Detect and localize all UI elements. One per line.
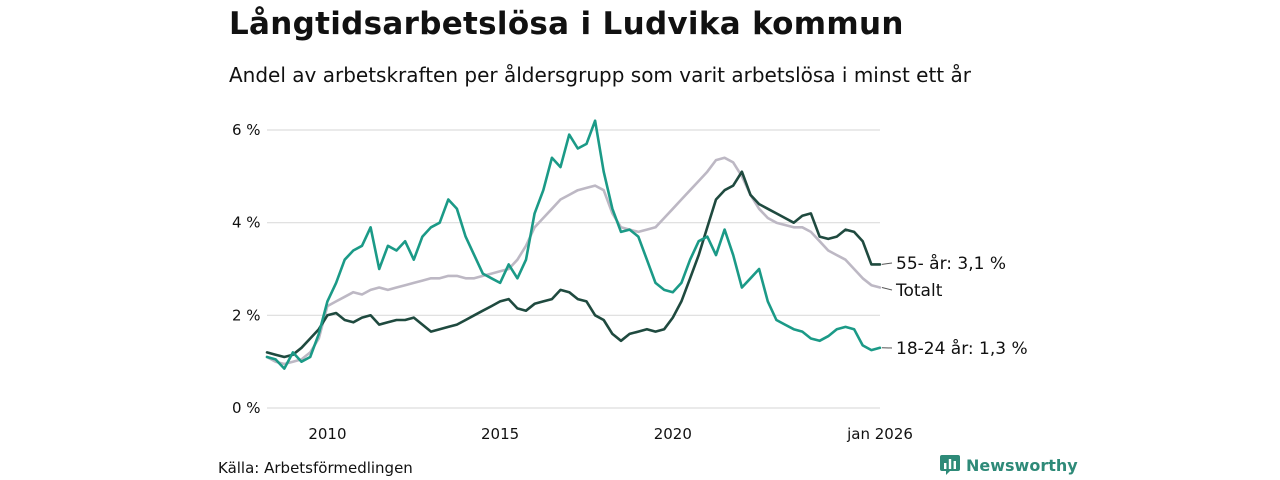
source-note: Källa: Arbetsförmedlingen (218, 459, 413, 477)
x-tick-label: 2010 (308, 425, 346, 443)
x-tick-label: 2020 (654, 425, 692, 443)
series-end-labels: Totalt 55- år: 3,1 % 18-24 år: 1,3 % (881, 253, 1028, 359)
series-line-total (265, 156, 882, 366)
y-tick-label: 0 % (232, 399, 261, 417)
y-axis-tick-labels: 0 % 2 % 4 % 6 % (232, 121, 261, 417)
label-leader-total (881, 287, 893, 291)
label-leader-senior (881, 262, 893, 265)
series-end-label-total: Totalt (895, 281, 943, 301)
chart-title: Långtidsarbetslösa i Ludvika kommun (229, 6, 904, 42)
series-line-youth (265, 119, 882, 370)
series-line-senior (265, 170, 882, 359)
y-tick-label: 2 % (232, 306, 261, 324)
chart-subtitle: Andel av arbetskraften per åldersgrupp s… (229, 63, 971, 87)
brand-name: Newsworthy (966, 455, 1078, 475)
x-axis-tick-labels: 2010 2015 2020 jan 2026 (308, 425, 913, 443)
series-lines (265, 119, 882, 370)
y-tick-label: 6 % (232, 121, 261, 139)
y-tick-label: 4 % (232, 214, 261, 232)
gridlines (267, 129, 880, 409)
series-end-label-youth: 18-24 år: 1,3 % (896, 338, 1028, 359)
brand-logo[interactable]: Newsworthy (940, 455, 1078, 475)
x-tick-label: 2015 (481, 425, 519, 443)
newsworthy-logo-icon (940, 455, 960, 475)
series-end-label-senior: 55- år: 3,1 % (896, 253, 1006, 274)
x-tick-label: jan 2026 (846, 425, 913, 443)
